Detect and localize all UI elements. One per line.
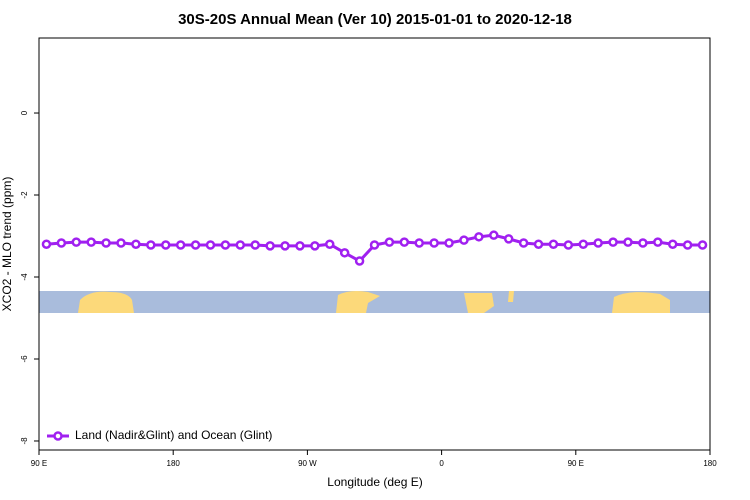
land-patch bbox=[78, 291, 134, 313]
data-point bbox=[295, 241, 305, 251]
chart-title: 30S-20S Annual Mean (Ver 10) 2015-01-01 … bbox=[178, 11, 572, 28]
data-point bbox=[325, 239, 335, 249]
data-point bbox=[41, 239, 52, 249]
data-point bbox=[131, 239, 141, 249]
data-point bbox=[56, 238, 67, 248]
data-point bbox=[86, 237, 96, 247]
data-point bbox=[623, 237, 633, 247]
y-tick-label: -2 bbox=[20, 191, 29, 199]
data-point bbox=[310, 241, 320, 251]
data-point bbox=[653, 237, 663, 247]
land-patch bbox=[464, 293, 494, 313]
land-patch bbox=[612, 292, 670, 313]
data-point bbox=[101, 238, 111, 248]
y-tick-label: 0 bbox=[20, 110, 29, 115]
data-point bbox=[503, 234, 514, 244]
data-point bbox=[667, 239, 678, 249]
data-point bbox=[414, 238, 424, 248]
data-point bbox=[638, 238, 648, 248]
y-tick-label: -6 bbox=[20, 355, 29, 363]
data-point bbox=[354, 256, 365, 266]
y-tick-label: -4 bbox=[20, 273, 29, 281]
data-point bbox=[205, 240, 216, 250]
data-point bbox=[697, 240, 708, 250]
data-point bbox=[578, 239, 589, 249]
x-tick-label: 0 bbox=[439, 459, 444, 468]
data-point bbox=[160, 240, 171, 250]
x-tick-label: 180 bbox=[167, 459, 181, 468]
data-point bbox=[220, 240, 231, 250]
x-tick-label: 90 E bbox=[31, 459, 47, 468]
x-tick-label: 180 bbox=[703, 459, 717, 468]
land-patch bbox=[336, 291, 380, 313]
data-point bbox=[608, 237, 618, 247]
data-point bbox=[459, 235, 469, 245]
data-point bbox=[474, 232, 484, 242]
data-point bbox=[190, 240, 201, 250]
x-tick-label: 90 W bbox=[298, 459, 317, 468]
data-point bbox=[682, 240, 693, 250]
data-point bbox=[399, 237, 410, 247]
data-point bbox=[533, 239, 544, 249]
ocean-band bbox=[39, 291, 710, 313]
data-point bbox=[280, 241, 290, 251]
data-point bbox=[116, 238, 126, 248]
x-axis-label: Longitude (deg E) bbox=[327, 475, 422, 489]
map-strip bbox=[39, 291, 710, 313]
data-point bbox=[444, 238, 454, 248]
data-point bbox=[369, 240, 380, 250]
legend-label: Land (Nadir&Glint) and Ocean (Glint) bbox=[75, 428, 272, 442]
data-point bbox=[593, 238, 603, 248]
data-point bbox=[71, 237, 82, 247]
data-point bbox=[175, 240, 186, 250]
data-point bbox=[489, 230, 499, 240]
data-point bbox=[339, 248, 350, 258]
data-point bbox=[429, 238, 439, 248]
y-tick-label: -8 bbox=[20, 437, 29, 445]
data-point bbox=[250, 240, 260, 250]
data-point bbox=[235, 240, 246, 250]
land-patch bbox=[508, 291, 514, 302]
data-point bbox=[518, 238, 529, 248]
data-point bbox=[265, 241, 275, 251]
data-point bbox=[563, 240, 574, 250]
legend-marker bbox=[53, 431, 63, 441]
data-point bbox=[146, 240, 156, 250]
y-axis-label: XCO2 - MLO trend (ppm) bbox=[0, 177, 14, 312]
x-tick-label: 90 E bbox=[568, 459, 584, 468]
data-point bbox=[384, 237, 395, 247]
data-point bbox=[548, 239, 559, 249]
plot-frame bbox=[38, 37, 711, 451]
